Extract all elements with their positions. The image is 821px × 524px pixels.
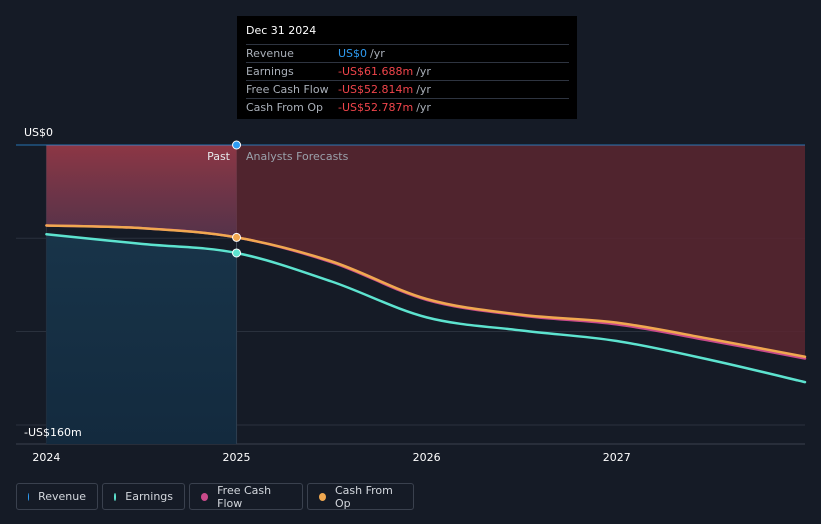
revenue-dot-icon (28, 492, 30, 501)
y-top-label: US$0 (24, 126, 53, 139)
tooltip-label: Earnings (246, 65, 294, 78)
legend-label: Free Cash Flow (217, 483, 272, 510)
legend-label: Revenue (38, 490, 86, 503)
tooltip-label: Free Cash Flow (246, 83, 329, 96)
x-axis-ticks: 2024 2025 2026 2027 (32, 451, 630, 464)
earnings-line (45, 233, 807, 384)
tooltip-unit: /yr (416, 101, 431, 114)
legend-item-cash-from-op[interactable]: Cash From Op (307, 483, 414, 510)
tooltip-row-revenue: Revenue US$0 /yr (246, 45, 569, 63)
past-loss-area (46, 145, 237, 238)
free-cash-flow-dot-icon (201, 492, 209, 501)
tooltip-value: -US$52.814m (338, 83, 414, 96)
x-tick-label: 2026 (413, 451, 441, 464)
tooltip-value: -US$52.787m (338, 101, 414, 114)
tooltip-row-earnings: Earnings -US$61.688m /yr (246, 63, 569, 81)
forecast-label: Analysts Forecasts (246, 150, 349, 163)
cash-from-op-marker (232, 232, 242, 242)
series-lines (16, 144, 807, 384)
legend-item-revenue[interactable]: Revenue (16, 483, 98, 510)
legend-label: Cash From Op (334, 483, 393, 510)
cash-from-op-dot-icon (319, 492, 326, 501)
markers (232, 140, 242, 258)
legend-item-earnings[interactable]: Earnings (102, 483, 185, 510)
tooltip-value: US$0 (338, 47, 368, 60)
forecast-loss-area (236, 145, 805, 357)
tooltip-date: Dec 31 2024 (246, 24, 569, 45)
past-label: Past (207, 150, 231, 163)
tooltip-unit: /yr (416, 65, 431, 78)
x-tick-label: 2027 (603, 451, 631, 464)
tooltip-row-free-cash-flow: Free Cash Flow -US$52.814m /yr (246, 81, 569, 99)
x-tick-label: 2024 (32, 451, 60, 464)
tooltip-unit: /yr (416, 83, 431, 96)
earnings-dot-icon (114, 492, 117, 501)
legend-item-free-cash-flow[interactable]: Free Cash Flow (189, 483, 303, 510)
earnings-marker (232, 248, 242, 258)
tooltip-unit: /yr (370, 47, 385, 60)
legend: Revenue Earnings Free Cash Flow Cash Fro… (16, 483, 418, 510)
revenue-marker (232, 140, 242, 150)
tooltip-label: Revenue (246, 47, 294, 60)
cash-from-op-line (45, 224, 807, 358)
earnings-past-area (46, 234, 237, 444)
x-tick-label: 2025 (223, 451, 251, 464)
tooltip-label: Cash From Op (246, 101, 324, 114)
areas (46, 145, 805, 444)
tooltip: Dec 31 2024 Revenue US$0 /yr Earnings -U… (237, 16, 577, 119)
tooltip-value: -US$61.688m (338, 65, 414, 78)
y-bottom-label: -US$160m (24, 426, 82, 439)
legend-label: Earnings (125, 490, 173, 503)
tooltip-row-cash-from-op: Cash From Op -US$52.787m /yr (246, 99, 569, 116)
